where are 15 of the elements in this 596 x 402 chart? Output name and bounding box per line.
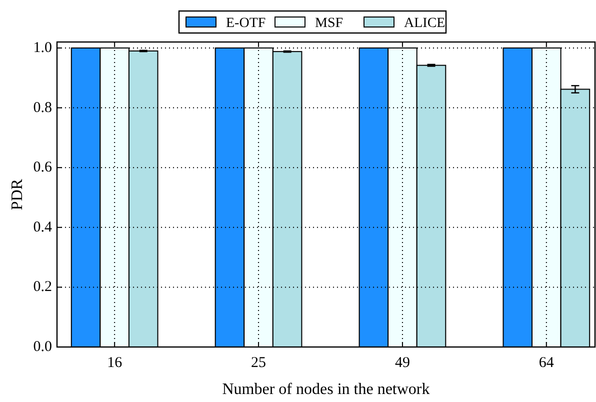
y-tick-label: 0.0 bbox=[33, 339, 52, 355]
x-axis-title: Number of nodes in the network bbox=[222, 381, 430, 398]
y-tick-label: 0.8 bbox=[33, 100, 52, 116]
y-tick-label: 0.6 bbox=[33, 160, 52, 176]
legend-label: MSF bbox=[315, 16, 344, 31]
legend-label: E-OTF bbox=[226, 16, 266, 31]
y-tick-label: 1.0 bbox=[33, 40, 52, 56]
x-tick-label: 16 bbox=[107, 355, 123, 371]
legend-label: ALICE bbox=[404, 16, 446, 31]
y-axis-title: PDR bbox=[9, 178, 26, 210]
x-tick-label: 64 bbox=[538, 355, 554, 371]
x-tick-label: 25 bbox=[251, 355, 266, 371]
y-tick-label: 0.2 bbox=[33, 279, 52, 296]
y-tick-label: 0.4 bbox=[33, 219, 52, 236]
x-tick-label: 49 bbox=[394, 355, 410, 371]
